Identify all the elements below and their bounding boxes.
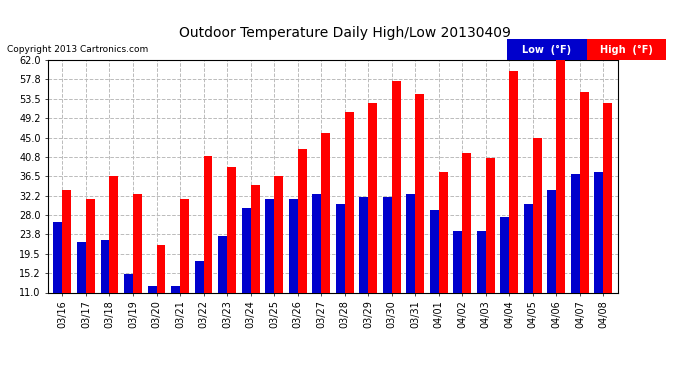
Text: Outdoor Temperature Daily High/Low 20130409: Outdoor Temperature Daily High/Low 20130… [179,26,511,40]
Bar [171,286,180,343]
Bar [604,103,612,343]
Bar [101,240,110,343]
Bar [383,197,392,343]
Text: Copyright 2013 Cartronics.com: Copyright 2013 Cartronics.com [7,45,148,54]
Bar [250,185,259,343]
Bar [157,244,166,343]
Bar [486,158,495,343]
Bar [54,222,62,343]
Bar [218,236,227,343]
Bar [430,210,439,343]
Bar [595,172,604,343]
Bar [133,195,142,343]
Bar [265,199,274,343]
Bar [359,197,368,343]
Bar [556,60,565,343]
Bar [180,199,189,343]
Bar [274,176,283,343]
Text: Low  (°F): Low (°F) [522,45,571,55]
Bar [195,261,204,343]
Bar [415,94,424,343]
Bar [524,204,533,343]
Bar [124,274,133,343]
Bar [500,217,509,343]
Bar [477,231,486,343]
Bar [288,199,297,343]
Bar [336,204,345,343]
Bar [227,167,236,343]
Bar [77,242,86,343]
Bar [241,208,250,343]
Bar [312,195,321,343]
Bar [368,103,377,343]
Bar [547,190,556,343]
Bar [110,176,119,343]
Bar [321,133,330,343]
Bar [392,81,401,343]
Bar [571,174,580,343]
Bar [62,190,71,343]
Bar [148,286,157,343]
Bar [406,195,415,343]
Bar [204,156,213,343]
Bar [580,92,589,343]
Bar [453,231,462,343]
Bar [533,138,542,343]
Bar [297,149,306,343]
Text: High  (°F): High (°F) [600,45,653,55]
Bar [439,172,448,343]
Bar [462,153,471,343]
Bar [86,199,95,343]
Bar [345,112,353,343]
Bar [509,71,518,343]
